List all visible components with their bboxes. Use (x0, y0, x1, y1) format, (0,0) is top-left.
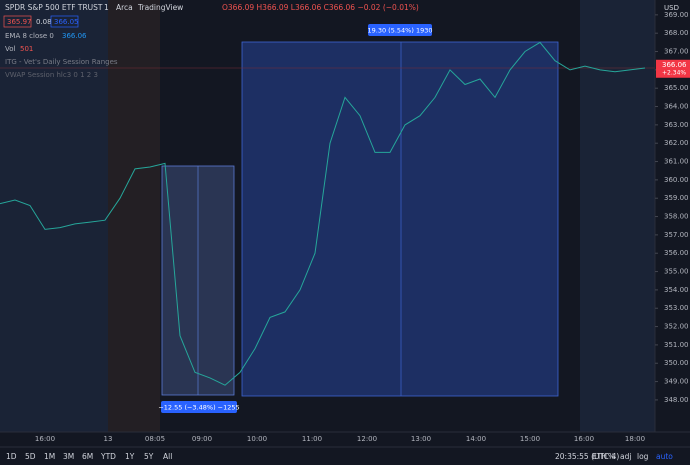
range-button[interactable]: 1Y (125, 452, 135, 461)
y-tick-label: 359.00 (664, 194, 689, 202)
range-button[interactable]: 1M (44, 452, 55, 461)
indicator-value: 501 (20, 45, 33, 53)
bid[interactable]: 365.97 (7, 18, 32, 26)
indicator-name: VWAP Session hlc3 0 1 2 3 (5, 71, 98, 79)
x-tick-label: 16:00 (35, 435, 55, 443)
x-tick-label: 09:00 (192, 435, 212, 443)
spread: 0.08 (36, 18, 52, 26)
x-tick-label: 11:00 (302, 435, 322, 443)
y-tick-label: 349.00 (664, 378, 689, 386)
last-price-change: +2.34% (662, 69, 686, 76)
y-tick-label: 355.00 (664, 268, 689, 276)
range-button[interactable]: 1D (6, 452, 17, 461)
range-button[interactable]: 5D (25, 452, 36, 461)
option-button[interactable]: auto (656, 452, 673, 461)
y-tick-label: 369.00 (664, 11, 689, 19)
last-price-label: 366.06 (662, 61, 687, 69)
y-tick-label: 352.00 (664, 323, 689, 331)
measure-label: 19.30 (5.54%) 1930 (367, 27, 432, 35)
measure-label-bg (368, 24, 432, 36)
premarket-shade (0, 0, 108, 432)
x-tick-label: 18:00 (625, 435, 645, 443)
measure-box (241, 41, 559, 397)
measure-label-bg (161, 401, 237, 413)
y-tick-label: 361.00 (664, 158, 689, 166)
y-tick-label: 348.00 (664, 396, 689, 404)
price-line (0, 41, 646, 386)
ask-box[interactable] (50, 15, 79, 28)
indicator-value: 366.06 (62, 32, 87, 40)
y-tick-label: 364.00 (664, 103, 689, 111)
y-tick-label: 358.00 (664, 213, 689, 221)
x-tick-label: 16:00 (574, 435, 594, 443)
y-tick-label: 365.00 (664, 84, 689, 92)
y-tick-label: 362.00 (664, 139, 689, 147)
bid-box[interactable] (3, 15, 32, 28)
session-shade (108, 0, 160, 432)
x-tick-label: 15:00 (520, 435, 540, 443)
option-button[interactable]: log (637, 452, 649, 461)
range-button[interactable]: 6M (82, 452, 93, 461)
y-tick-label: 354.00 (664, 286, 689, 294)
exchange: Arca (116, 3, 133, 12)
x-tick-label: 14:00 (466, 435, 486, 443)
y-tick-label: 360.00 (664, 176, 689, 184)
y-tick-label: 357.00 (664, 231, 689, 239)
last-price-tag (656, 59, 690, 78)
y-tick-label: 367.00 (664, 48, 689, 56)
x-tick-label: 12:00 (357, 435, 377, 443)
indicator-name: Vol (5, 45, 16, 53)
indicator-name: EMA 8 close 0 (5, 32, 54, 40)
x-tick-label: 13:00 (411, 435, 431, 443)
x-tick-label: 13 (104, 435, 113, 443)
range-button[interactable]: All (163, 452, 172, 461)
range-button[interactable]: 3M (63, 452, 74, 461)
currency: USD (664, 4, 679, 12)
clock: 20:35:55 (UTC-4) (555, 452, 619, 461)
indicator-name: ITG - Vet's Daily Session Ranges (5, 58, 118, 66)
range-button[interactable]: 5Y (144, 452, 154, 461)
range-button[interactable]: YTD (100, 452, 116, 461)
source: TradingView (137, 3, 183, 12)
afterhours-shade (580, 0, 655, 432)
y-tick-label: 351.00 (664, 341, 689, 349)
y-tick-label: 353.00 (664, 304, 689, 312)
interval: 1 (104, 3, 109, 12)
y-tick-label: 368.00 (664, 29, 689, 37)
x-tick-label: 08:05 (145, 435, 165, 443)
y-tick-label: 363.00 (664, 121, 689, 129)
x-tick-label: 10:00 (247, 435, 267, 443)
option-button[interactable]: adj (620, 452, 631, 461)
ask[interactable]: 366.05 (54, 18, 79, 26)
ohlc: O366.09 H366.09 L366.06 C366.06 −0.02 (−… (222, 3, 419, 12)
symbol: SPDR S&P 500 ETF TRUST (5, 3, 103, 12)
option-button[interactable]: % (608, 452, 615, 461)
measure-label: −12.55 (−3.48%) −1255 (158, 404, 239, 412)
y-tick-label: 350.00 (664, 359, 689, 367)
y-tick-label: 356.00 (664, 249, 689, 257)
session[interactable]: ETH (592, 452, 607, 461)
